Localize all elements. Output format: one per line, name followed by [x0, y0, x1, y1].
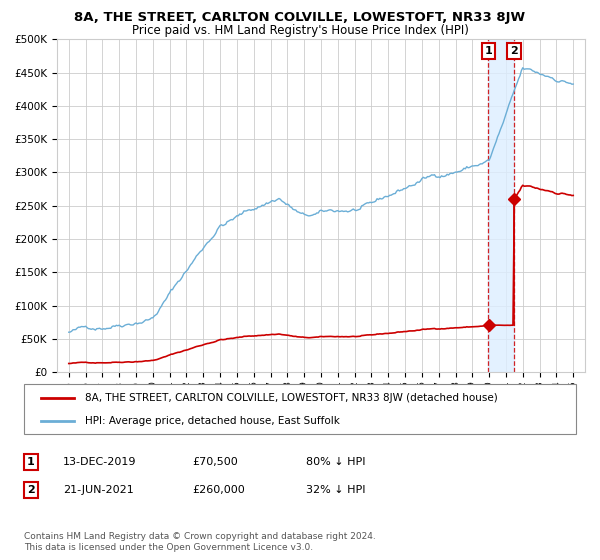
- Bar: [488, 39, 514, 372]
- Text: 21-JUN-2021: 21-JUN-2021: [63, 485, 134, 495]
- Text: 1: 1: [485, 46, 493, 56]
- Text: Contains HM Land Registry data © Crown copyright and database right 2024.
This d: Contains HM Land Registry data © Crown c…: [24, 532, 376, 552]
- Text: 13-DEC-2019: 13-DEC-2019: [63, 457, 137, 467]
- Text: 2: 2: [27, 485, 35, 495]
- Text: 32% ↓ HPI: 32% ↓ HPI: [306, 485, 365, 495]
- Text: 80% ↓ HPI: 80% ↓ HPI: [306, 457, 365, 467]
- Text: Price paid vs. HM Land Registry's House Price Index (HPI): Price paid vs. HM Land Registry's House …: [131, 24, 469, 37]
- Text: 2: 2: [510, 46, 518, 56]
- Text: HPI: Average price, detached house, East Suffolk: HPI: Average price, detached house, East…: [85, 417, 340, 426]
- Text: £260,000: £260,000: [192, 485, 245, 495]
- Text: 8A, THE STREET, CARLTON COLVILLE, LOWESTOFT, NR33 8JW: 8A, THE STREET, CARLTON COLVILLE, LOWEST…: [74, 11, 526, 24]
- Text: £70,500: £70,500: [192, 457, 238, 467]
- Text: 8A, THE STREET, CARLTON COLVILLE, LOWESTOFT, NR33 8JW (detached house): 8A, THE STREET, CARLTON COLVILLE, LOWEST…: [85, 393, 497, 403]
- Text: 1: 1: [27, 457, 35, 467]
